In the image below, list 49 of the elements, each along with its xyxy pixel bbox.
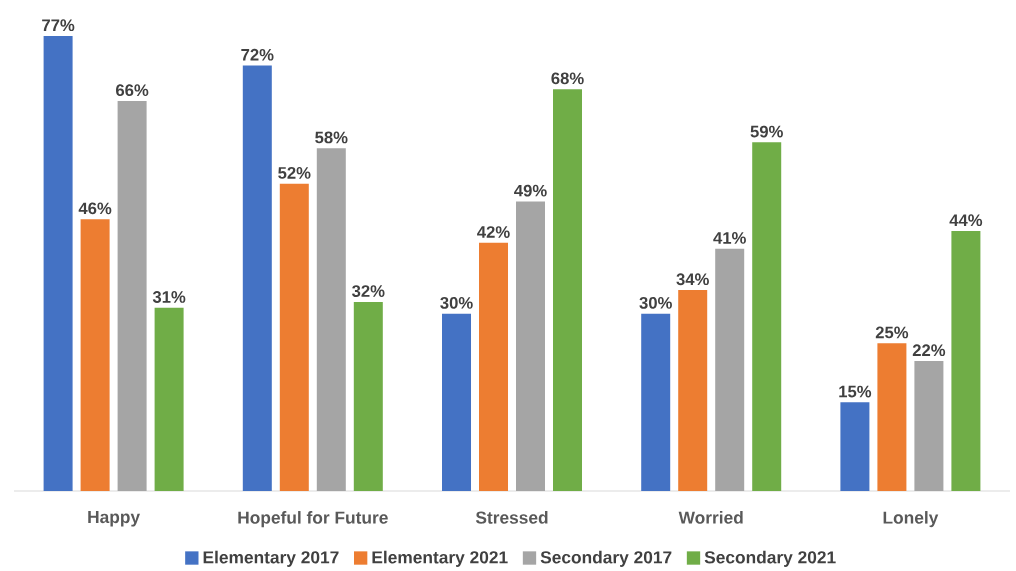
- data-label: 46%: [78, 202, 112, 215]
- bar: [479, 242, 508, 491]
- data-label: 77%: [42, 19, 75, 32]
- bar: [316, 148, 346, 491]
- bar: [715, 248, 745, 491]
- legend-label: Secondary 2017: [540, 550, 672, 567]
- bar: [678, 290, 708, 491]
- data-label: 66%: [116, 84, 149, 97]
- data-label: 34%: [676, 273, 709, 286]
- legend-label: Elementary 2021: [372, 550, 508, 567]
- data-label: 30%: [440, 296, 473, 309]
- x-tick-label: Stressed: [475, 511, 548, 524]
- bar: [117, 101, 147, 491]
- bar: [641, 313, 671, 491]
- bar: [279, 183, 309, 491]
- bar: [353, 301, 383, 491]
- bar: [877, 343, 907, 491]
- x-tick-label: Lonely: [883, 511, 939, 528]
- bar: [43, 36, 73, 491]
- data-label: 44%: [949, 214, 983, 227]
- bar: [80, 219, 110, 491]
- data-label: 15%: [839, 385, 872, 398]
- bar: [752, 142, 782, 491]
- bar: [154, 307, 184, 491]
- data-label: 32%: [352, 285, 385, 297]
- data-label: 72%: [241, 48, 274, 61]
- bar: [242, 65, 272, 491]
- bar: [516, 201, 546, 491]
- bar: [951, 231, 981, 491]
- data-label: 25%: [875, 326, 909, 339]
- x-tick-label: Happy: [88, 511, 141, 527]
- bar: [914, 361, 944, 491]
- data-label: 59%: [750, 125, 783, 138]
- legend-label: Elementary 2017: [203, 550, 339, 567]
- data-label: 42%: [477, 226, 510, 238]
- data-label: 58%: [315, 131, 348, 144]
- data-label: 52%: [278, 167, 311, 179]
- data-label: 30%: [639, 296, 672, 309]
- data-label: 49%: [514, 184, 547, 197]
- data-label: 22%: [912, 344, 946, 357]
- x-tick-label: Hopeful for Future: [238, 511, 388, 528]
- bar: [442, 313, 472, 491]
- data-label: 68%: [551, 72, 584, 85]
- data-label: 41%: [713, 232, 746, 244]
- bar: [553, 89, 582, 491]
- data-label: 31%: [152, 291, 186, 303]
- x-tick-label: Worried: [678, 511, 743, 524]
- legend-label: Secondary 2021: [704, 550, 836, 567]
- bar: [840, 402, 870, 491]
